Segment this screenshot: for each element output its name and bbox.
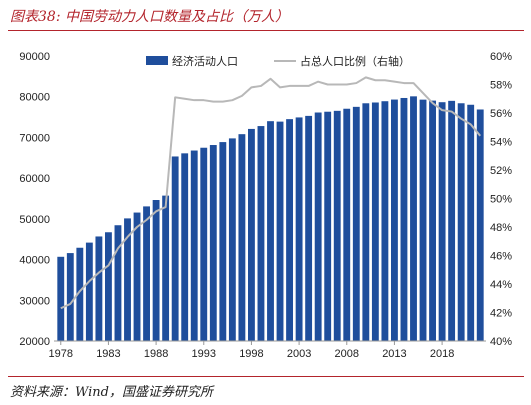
legend: 经济活动人口 占总人口比例（右轴）: [146, 54, 410, 68]
legend-bar-swatch: [146, 56, 168, 65]
bar-1982: [95, 236, 103, 341]
x-tick-label: 2008: [335, 348, 359, 360]
source-rule: [8, 376, 524, 377]
x-tick-label: 1993: [192, 348, 216, 360]
bar-2018: [438, 102, 446, 341]
bar-1987: [143, 206, 150, 341]
x-tick-label: 1983: [96, 348, 120, 360]
bar-1996: [228, 138, 236, 341]
bar-2001: [276, 121, 284, 342]
left-tick-label: 90000: [19, 51, 50, 63]
bar-1995: [219, 142, 227, 341]
labor-force-chart: 20000 30000 40000 50000 60000 70000 80000 90000…: [19, 51, 512, 360]
bar-2021: [467, 104, 475, 341]
bar-2019: [448, 100, 456, 341]
bar-2016: [419, 99, 427, 341]
x-tick-label: 2013: [382, 348, 406, 360]
bar-1990: [171, 156, 179, 341]
bar-1986: [133, 212, 141, 341]
bar-2002: [286, 119, 293, 341]
bar-2017: [429, 100, 436, 341]
bar-1989: [162, 195, 170, 341]
bar-2006: [324, 111, 332, 341]
x-axis-ticks: 1978 1983 1988 1993 1998 2003 2008 2013 2018: [49, 341, 454, 360]
right-tick-label: 46%: [490, 251, 512, 263]
bar-1978: [57, 256, 65, 341]
share-line: [60, 76, 481, 310]
bar-2005: [314, 112, 322, 341]
bar-1993: [200, 147, 208, 341]
bar-2012: [381, 101, 389, 341]
bar-2022: [476, 109, 484, 342]
bar-1981: [85, 242, 93, 341]
bar-2010: [362, 103, 370, 341]
left-tick-label: 50000: [19, 214, 50, 226]
right-tick-label: 54%: [490, 137, 512, 149]
bars-layer: [57, 96, 484, 342]
bar-1979: [66, 253, 74, 341]
bar-2003: [295, 117, 303, 342]
bar-2020: [457, 103, 465, 341]
x-tick-label: 1988: [144, 348, 168, 360]
right-tick-label: 50%: [490, 194, 512, 206]
right-axis-ticks: 40% 42% 44% 46% 48% 50% 52% 54% 56% 58% 60%: [490, 51, 512, 348]
right-tick-label: 56%: [490, 108, 512, 120]
bar-1983: [105, 232, 112, 341]
right-tick-label: 48%: [490, 222, 512, 234]
bar-1985: [124, 218, 131, 341]
bar-1988: [152, 200, 160, 341]
bar-2004: [305, 115, 313, 341]
right-tick-label: 44%: [490, 279, 512, 291]
bar-1984: [114, 225, 122, 341]
left-tick-label: 80000: [19, 92, 50, 104]
right-tick-label: 40%: [490, 336, 512, 348]
bar-2008: [343, 108, 351, 342]
line-layer: [60, 76, 481, 310]
left-tick-label: 30000: [19, 295, 50, 307]
bar-2015: [410, 96, 417, 341]
title-rule: [8, 30, 524, 31]
bar-1999: [257, 126, 265, 341]
x-tick-label: 2003: [287, 348, 311, 360]
figure-title: 图表38: 中国劳动力人口数量及占比（万人）: [10, 9, 289, 25]
bar-2014: [400, 97, 408, 341]
bar-1991: [181, 153, 189, 341]
x-tick-label: 2018: [430, 348, 454, 360]
source-note: 资料来源：Wind，国盛证券研究所: [10, 385, 213, 400]
bar-1997: [238, 134, 246, 341]
bar-2009: [352, 106, 360, 341]
x-tick-label: 1978: [49, 348, 73, 360]
bar-1998: [248, 128, 255, 341]
right-tick-label: 42%: [490, 308, 512, 320]
bar-2000: [267, 121, 274, 342]
left-tick-label: 70000: [19, 132, 50, 144]
bar-2011: [371, 102, 379, 341]
legend-bar-label: 经济活动人口: [172, 54, 238, 68]
left-axis-ticks: 20000 30000 40000 50000 60000 70000 80000 90000: [19, 51, 50, 348]
legend-line-label: 占总人口比例（右轴）: [300, 54, 410, 68]
bar-1994: [209, 145, 217, 341]
right-tick-label: 60%: [490, 51, 512, 63]
bar-2013: [391, 99, 398, 341]
left-tick-label: 40000: [19, 255, 50, 267]
right-tick-label: 52%: [490, 165, 512, 177]
left-tick-label: 60000: [19, 173, 50, 185]
x-tick-label: 1998: [239, 348, 263, 360]
bar-1980: [76, 247, 84, 341]
bar-1992: [190, 150, 198, 341]
bar-2007: [333, 110, 341, 341]
right-tick-label: 58%: [490, 80, 512, 92]
left-tick-label: 20000: [19, 336, 50, 348]
